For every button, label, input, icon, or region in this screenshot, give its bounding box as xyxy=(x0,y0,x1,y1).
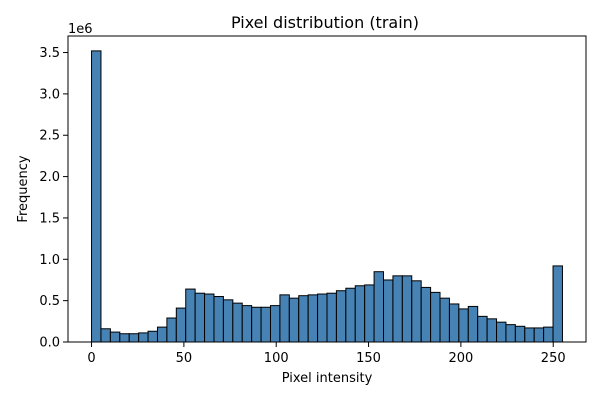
bars-group xyxy=(91,50,563,343)
histogram-bar xyxy=(269,305,281,343)
histogram-bar xyxy=(166,317,177,343)
y-tick-label: 2.0 xyxy=(39,170,60,185)
y-multiplier: 1e6 xyxy=(68,22,93,37)
histogram-bar xyxy=(204,293,215,343)
histogram-bar xyxy=(109,331,121,343)
histogram-bar xyxy=(430,291,441,343)
y-tick-label: 0.5 xyxy=(39,294,60,309)
histogram-bar xyxy=(383,279,394,343)
x-axis-ticks: 0 50 100 150 200 250 xyxy=(87,342,566,366)
histogram-bar xyxy=(411,280,422,343)
y-tick-label: 3.5 xyxy=(39,46,60,61)
histogram-bar xyxy=(467,305,479,343)
y-tick-label: 3.0 xyxy=(39,87,60,102)
x-tick-label: 0 xyxy=(87,351,95,366)
histogram-bar xyxy=(119,333,130,343)
histogram-bar xyxy=(533,327,545,343)
x-tick-label: 50 xyxy=(176,351,193,366)
histogram-bar xyxy=(543,326,554,343)
y-axis-label: Frequency xyxy=(16,155,31,222)
histogram-bar xyxy=(420,286,432,343)
y-tick-label: 0.0 xyxy=(39,336,60,351)
x-tick-label: 200 xyxy=(448,351,473,366)
y-tick-label: 2.5 xyxy=(39,129,60,144)
plot-frame xyxy=(67,35,587,343)
histogram-bar xyxy=(175,307,187,343)
histogram-bar xyxy=(260,306,271,343)
x-tick-label: 250 xyxy=(541,351,566,366)
histogram-bar xyxy=(345,287,356,343)
histogram-bar xyxy=(505,324,516,343)
y-tick-label: 1.5 xyxy=(39,211,60,226)
histogram-bar xyxy=(496,321,507,343)
histogram-bar xyxy=(91,50,102,343)
histogram-bar xyxy=(373,271,385,343)
histogram-bar xyxy=(307,294,319,343)
histogram-bar xyxy=(354,285,366,343)
histogram-bar xyxy=(364,284,375,343)
histogram-bar xyxy=(317,293,328,343)
histogram-bar xyxy=(222,299,234,343)
histogram-bar xyxy=(552,265,563,343)
histogram-bar xyxy=(147,330,158,343)
histogram-bar xyxy=(241,305,253,343)
y-axis-ticks: 0.0 0.5 1.0 1.5 2.0 2.5 3.0 3.5 xyxy=(39,46,68,351)
histogram-bar xyxy=(185,288,196,343)
histogram-bar xyxy=(326,292,337,343)
histogram-bar xyxy=(335,290,347,343)
histogram-bar xyxy=(514,325,526,343)
histogram-bar xyxy=(128,333,140,343)
histogram-bar xyxy=(458,308,469,343)
histogram-bar xyxy=(279,294,290,343)
histogram-bar xyxy=(524,327,535,343)
chart-title: Pixel distribution (train) xyxy=(231,13,419,32)
histogram-bar xyxy=(477,315,488,343)
histogram-bar xyxy=(138,332,149,343)
histogram-bar xyxy=(486,318,498,343)
histogram-bar xyxy=(439,297,450,343)
histogram-bar xyxy=(232,302,243,343)
histogram-bar xyxy=(298,295,309,343)
histogram-bar xyxy=(100,328,111,343)
x-tick-label: 150 xyxy=(356,351,381,366)
y-tick-label: 1.0 xyxy=(39,253,60,268)
histogram-bar xyxy=(194,292,206,343)
x-axis-label: Pixel intensity xyxy=(282,371,373,386)
histogram-bar xyxy=(448,303,460,343)
histogram-bar xyxy=(213,296,224,343)
x-tick-label: 100 xyxy=(264,351,289,366)
histogram-bar xyxy=(401,275,413,343)
histogram-bar xyxy=(251,306,262,343)
histogram-bar xyxy=(288,297,300,343)
histogram-bar xyxy=(156,326,168,343)
histogram-bar xyxy=(392,275,403,343)
